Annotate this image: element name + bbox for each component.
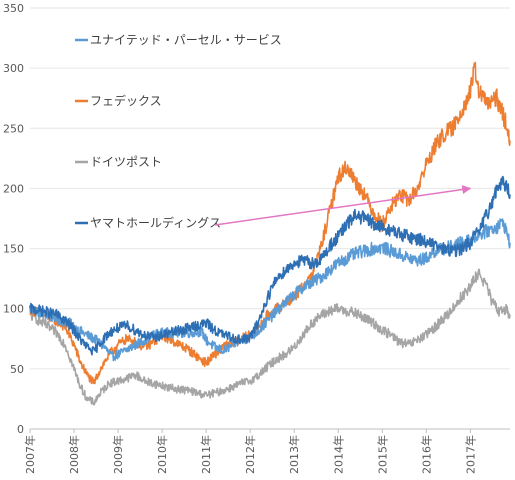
x-tick-label: 2007年 (23, 435, 37, 474)
gridlines (30, 7, 510, 430)
data-series (29, 61, 511, 406)
x-tick-label: 2013年 (287, 435, 301, 474)
x-axis: 2007年 2008年 2009年 2010年 2011年 2012年 2013年 2014年… (23, 429, 477, 474)
y-tick-label: 200 (3, 182, 24, 195)
series-line (29, 218, 511, 362)
legend-label: ヤマトホールディングス (90, 215, 221, 230)
x-tick-label: 2016年 (419, 435, 433, 474)
y-tick-label: 0 (17, 423, 24, 436)
legend-label: ドイツポスト (90, 155, 162, 169)
y-tick-label: 350 (3, 2, 24, 15)
x-tick-label: 2017年 (463, 435, 477, 474)
x-tick-label: 2012年 (243, 435, 257, 474)
series-line (29, 268, 511, 406)
y-tick-label: 100 (3, 303, 24, 316)
legend-label: フェデックス (90, 93, 162, 108)
y-tick-label: 300 (3, 62, 24, 75)
y-tick-label: 250 (3, 122, 24, 135)
annotations (214, 185, 472, 226)
y-tick-label: 50 (10, 363, 24, 376)
x-tick-label: 2008年 (67, 435, 81, 474)
annotation-arrow (214, 185, 472, 226)
legend-label: ユナイテッド・パーセル・サービス (90, 33, 282, 47)
x-tick-label: 2014年 (331, 435, 345, 474)
x-tick-label: 2011年 (199, 435, 213, 474)
series-line (29, 175, 511, 356)
x-tick-label: 2015年 (375, 435, 389, 474)
y-axis-tick-labels: 0 50 100 150 200 250 300 350 (3, 2, 24, 436)
y-tick-label: 150 (3, 243, 24, 256)
x-tick-label: 2010年 (155, 435, 169, 474)
x-tick-label: 2009年 (111, 435, 125, 474)
